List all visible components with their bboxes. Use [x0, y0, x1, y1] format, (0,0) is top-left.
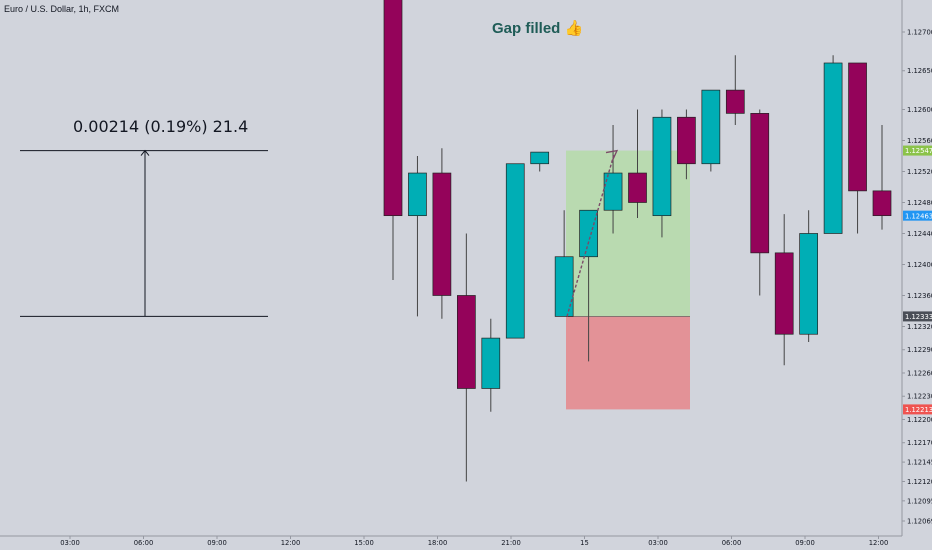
price-tag-label: 1.12333 [905, 313, 932, 321]
candle-body [725, 89, 745, 114]
price-tick-label: 1.12520 [907, 168, 932, 176]
price-tick-label: 1.12200 [907, 416, 932, 424]
time-axis-background [0, 536, 902, 550]
time-tick-label: 09:00 [795, 539, 815, 547]
price-tick-label: 1.12095 [907, 497, 932, 505]
gap-filled-annotation: Gap filled 👍 [492, 19, 583, 37]
time-axis[interactable]: 03:00 06:00 09:00 12:00 15:00 18:00 21:00 15 03:… [0, 535, 902, 550]
candle-body [530, 151, 550, 165]
candle-body [408, 172, 427, 217]
candle-body [872, 190, 892, 217]
projection-arrow [566, 149, 619, 317]
candle-body [652, 116, 672, 217]
time-tick-label: 03:00 [60, 539, 80, 547]
price-tick-label: 1.12120 [907, 478, 932, 486]
time-tick-label: 12:00 [281, 539, 301, 547]
price-tick-label: 1.12600 [907, 106, 932, 114]
candle-body [628, 172, 647, 203]
time-tick-label: 06:00 [134, 539, 154, 547]
candle-body [554, 256, 574, 317]
price-tag [903, 145, 932, 156]
measure-tool [20, 149, 268, 317]
price-axis[interactable]: 1.12700 1.12650 1.12600 1.12560 1.12520 1.124… [901, 0, 932, 550]
price-tag-label: 1.12547 [905, 147, 932, 155]
time-tick-label: 21:00 [501, 539, 521, 547]
price-tick-label: 1.12230 [907, 393, 932, 401]
price-tag-label: 1.12463 [905, 212, 932, 220]
time-tick-label: 03:00 [648, 539, 668, 547]
price-tick-label: 1.12700 [907, 29, 932, 37]
candle-body [750, 113, 770, 254]
candle-body [457, 295, 476, 389]
symbol-title: Euro / U.S. Dollar, 1h, FXCM [4, 4, 120, 14]
candle-body [677, 116, 696, 165]
time-tick-label: 15:00 [354, 539, 374, 547]
price-axis-background [902, 0, 932, 550]
price-tag-label: 1.12213 [905, 406, 932, 414]
gap-filled-text: Gap filled [492, 20, 561, 37]
price-tag [903, 404, 932, 415]
price-tick-label: 1.12560 [907, 137, 932, 145]
candles-group [383, 0, 892, 482]
candle-body [823, 62, 843, 234]
measure-label: 0.00214 (0.19%) 21.4 [73, 117, 249, 136]
price-tick-label: 1.12480 [907, 199, 932, 207]
price-tick-label: 1.12440 [907, 230, 932, 238]
time-tick-label: 06:00 [722, 539, 742, 547]
price-tag [903, 210, 932, 221]
candle-body [383, 0, 403, 217]
price-tick-label: 1.12145 [907, 459, 932, 467]
price-tick-label: 1.12260 [907, 369, 932, 377]
candle-body [701, 89, 721, 165]
candle-body [432, 172, 452, 296]
projection-arrowhead [605, 149, 619, 162]
loss-zone [566, 316, 690, 410]
candle-body [603, 172, 623, 211]
price-tick-label: 1.12360 [907, 292, 932, 300]
candle-body [848, 62, 867, 192]
thumbs-up-icon: 👍 [564, 20, 584, 37]
candle-body [481, 337, 501, 389]
time-tick-label: 09:00 [207, 539, 227, 547]
time-tick-label: 15 [580, 539, 589, 547]
price-tag [903, 311, 932, 322]
position-zones [566, 150, 690, 410]
price-tick-label: 1.12320 [907, 323, 932, 331]
time-tick-label: 18:00 [428, 539, 448, 547]
candle-body [505, 163, 525, 339]
price-tick-label: 1.12650 [907, 67, 932, 75]
price-tick-label: 1.12069 [907, 518, 932, 526]
price-tick-label: 1.12290 [907, 346, 932, 354]
candle-body [579, 209, 598, 258]
time-tick-label: 12:00 [869, 539, 889, 547]
projection-line [566, 154, 615, 317]
price-tick-label: 1.12400 [907, 261, 932, 269]
measure-arrowhead [140, 149, 150, 156]
price-tick-label: 1.12170 [907, 439, 932, 447]
candle-body [799, 233, 819, 335]
candle-body [774, 252, 794, 335]
